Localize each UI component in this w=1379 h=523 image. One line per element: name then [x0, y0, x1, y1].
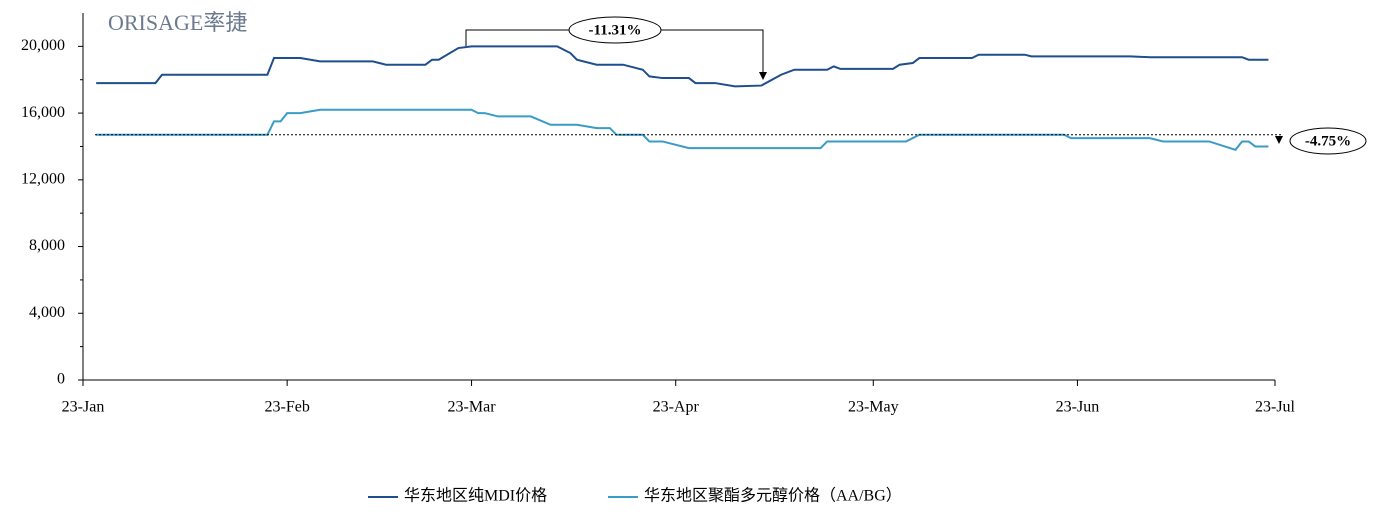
logo: ORISAGE率捷 [108, 10, 247, 35]
annotation-label: -4.75% [1305, 133, 1351, 149]
legend-label: 华东地区纯MDI价格 [404, 487, 547, 505]
y-tick-label: 12,000 [21, 170, 65, 187]
arrow-head [759, 72, 767, 80]
annotation-bubble [1289, 127, 1367, 155]
annotation-label: -11.31% [589, 22, 642, 38]
y-tick-label: 4,000 [29, 304, 65, 321]
x-tick-label: 23-Apr [653, 399, 700, 416]
annotation-bubble [568, 16, 662, 44]
y-tick-label: 8,000 [29, 237, 65, 254]
x-tick-label: 23-Feb [264, 399, 309, 416]
x-tick-label: 23-Jun [1056, 399, 1100, 416]
y-tick-label: 16,000 [21, 104, 65, 121]
arrow-head [1275, 136, 1283, 144]
y-tick-label: 20,000 [21, 37, 65, 54]
x-tick-label: 23-Jan [62, 399, 105, 416]
legend-label: 华东地区聚酯多元醇价格（AA/BG） [644, 487, 902, 505]
series-line [96, 108, 1269, 151]
x-tick-label: 23-Jul [1255, 399, 1296, 416]
x-tick-label: 23-May [848, 399, 899, 416]
y-tick-label: 0 [57, 371, 65, 388]
x-tick-label: 23-Mar [448, 399, 497, 416]
series-line [96, 45, 1269, 88]
